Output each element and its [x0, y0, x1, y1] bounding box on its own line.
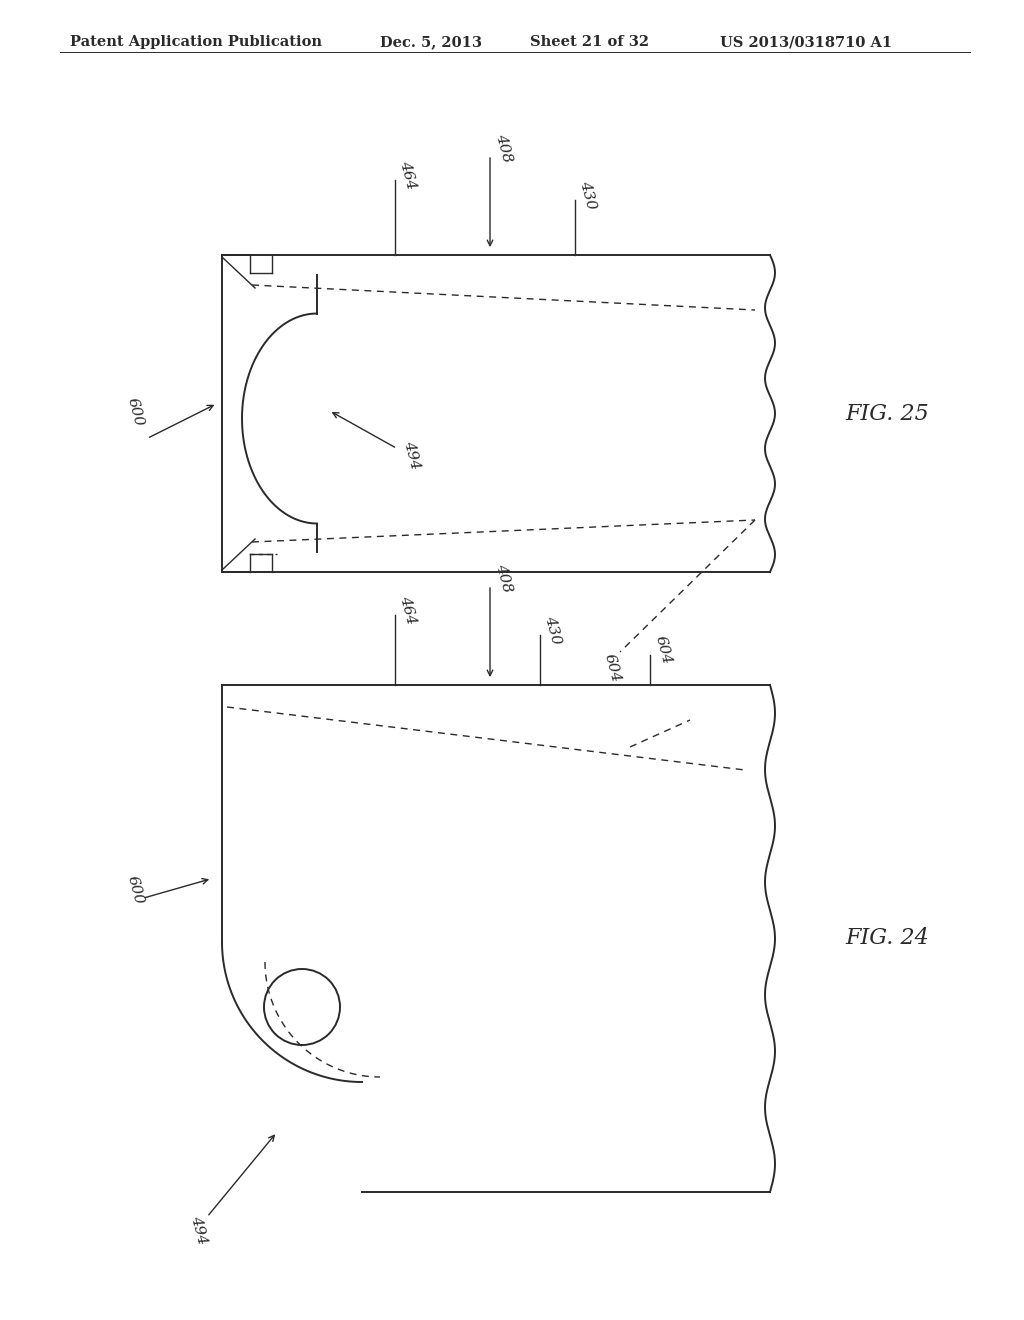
Text: 464: 464 — [397, 160, 419, 191]
Text: Sheet 21 of 32: Sheet 21 of 32 — [530, 36, 649, 49]
Text: 430: 430 — [543, 614, 563, 645]
Text: 494: 494 — [401, 438, 422, 471]
Text: 600: 600 — [125, 875, 145, 907]
Text: 600: 600 — [125, 396, 145, 429]
Text: 408: 408 — [494, 562, 514, 594]
Text: 604: 604 — [601, 652, 623, 684]
Text: 464: 464 — [397, 594, 419, 626]
Text: 604: 604 — [652, 634, 674, 667]
Text: 494: 494 — [188, 1214, 209, 1246]
Text: 430: 430 — [578, 180, 598, 211]
Text: US 2013/0318710 A1: US 2013/0318710 A1 — [720, 36, 892, 49]
Text: Dec. 5, 2013: Dec. 5, 2013 — [380, 36, 482, 49]
Text: FIG. 25: FIG. 25 — [845, 403, 929, 425]
Text: 408: 408 — [494, 132, 514, 164]
Text: FIG. 24: FIG. 24 — [845, 928, 929, 949]
Text: Patent Application Publication: Patent Application Publication — [70, 36, 322, 49]
